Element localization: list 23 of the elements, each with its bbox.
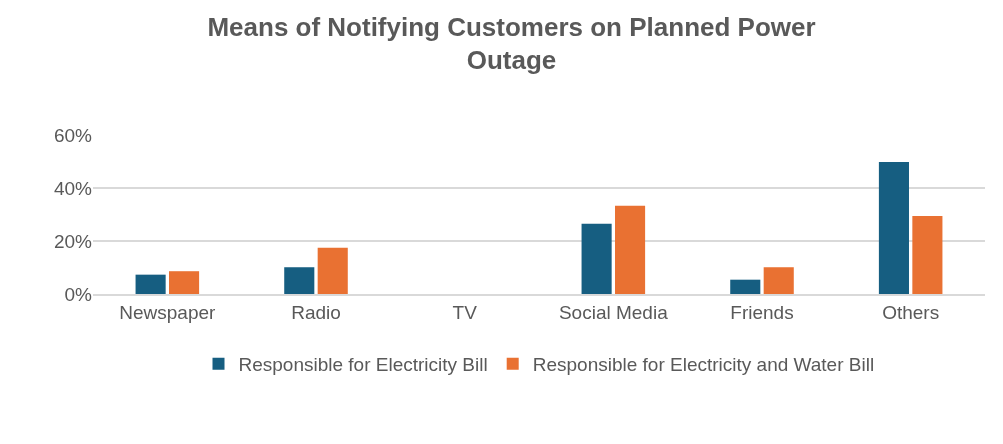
y-tick-label: 20% bbox=[53, 230, 93, 252]
bar bbox=[912, 216, 943, 294]
legend-label: Responsible for Electricity Bill bbox=[238, 354, 488, 376]
x-tick-label: TV bbox=[452, 301, 478, 323]
x-tick-label: Radio bbox=[291, 301, 341, 323]
bar bbox=[878, 162, 909, 294]
bar bbox=[615, 205, 646, 294]
bar bbox=[763, 267, 794, 294]
bar bbox=[135, 274, 166, 294]
chart-title: Means of Notifying Customers on Planned Power Outage bbox=[207, 11, 816, 76]
bar bbox=[169, 271, 200, 294]
y-tick-label: 40% bbox=[53, 177, 93, 199]
bar bbox=[730, 279, 761, 294]
bar bbox=[317, 247, 348, 294]
bar bbox=[284, 267, 315, 294]
bar bbox=[581, 223, 612, 294]
legend-label: Responsible for Electricity and Water Bill bbox=[532, 354, 875, 376]
y-tick-label: 60% bbox=[53, 124, 93, 146]
x-tick-label: Friends bbox=[730, 301, 794, 323]
x-tick-label: Others bbox=[882, 301, 940, 323]
x-tick-label: Newspaper bbox=[119, 301, 217, 323]
y-tick-label: 0% bbox=[64, 283, 93, 305]
x-tick-label: Social Media bbox=[558, 301, 669, 323]
